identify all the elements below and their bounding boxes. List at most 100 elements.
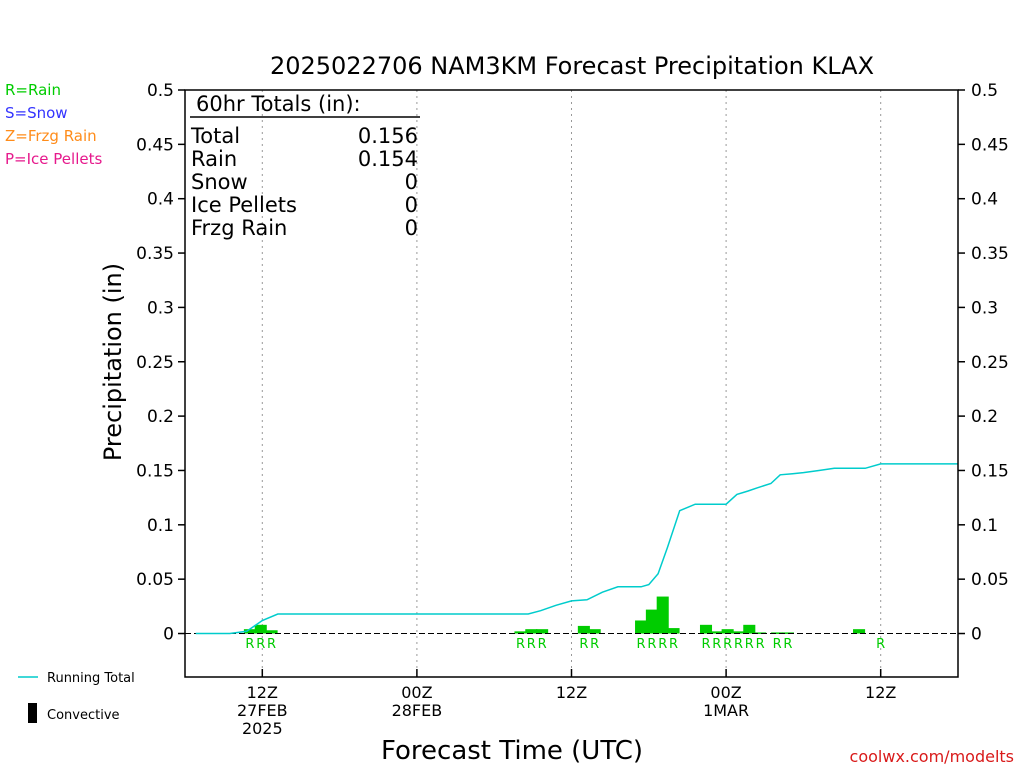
precip-type-legend: R=Rain S=Snow Z=Frzg Rain P=Ice Pellets (5, 81, 102, 168)
precip-type-label-15: R (734, 637, 743, 652)
ytick-label-right-3: 0.15 (971, 461, 1009, 481)
xtick-label-2-1: 12Z (556, 683, 587, 702)
precip-type-label-8: R (637, 637, 646, 652)
legend-ice-pellets: P=Ice Pellets (5, 150, 102, 168)
ytick-label-right-7: 0.35 (971, 244, 1009, 264)
legend-rain: R=Rain (5, 81, 61, 99)
ytick-label-right-2: 0.1 (971, 516, 998, 536)
precip-bar-8 (635, 620, 648, 634)
precip-bar-13 (710, 631, 723, 634)
precip-bar-17 (754, 632, 767, 634)
ytick-label-left-1: 0.05 (136, 570, 174, 590)
ytick-label-left-0: 0 (163, 625, 174, 645)
precip-bar-9 (645, 609, 658, 634)
chart-title: 2025022706 NAM3KM Forecast Precipitation… (270, 52, 874, 80)
precip-bar-7 (588, 629, 601, 634)
precip-bar-4 (525, 629, 538, 634)
precip-type-label-9: R (647, 637, 656, 652)
totals-value-snow: 0 (405, 170, 418, 194)
legend-freezing-rain: Z=Frzg Rain (5, 127, 97, 145)
legend-snow: S=Snow (5, 104, 68, 122)
precip-type-label-19: R (783, 637, 792, 652)
totals-box: 60hr Totals (in): Total 0.156 Rain 0.154… (190, 92, 420, 240)
xtick-label-3-1: 00Z (710, 683, 741, 702)
ytick-label-right-10: 0.5 (971, 81, 998, 101)
precip-type-label-18: R (773, 637, 782, 652)
ytick-label-left-9: 0.45 (136, 135, 174, 155)
ytick-label-right-5: 0.25 (971, 353, 1009, 373)
gridlines (261, 90, 882, 677)
ytick-label-right-6: 0.3 (971, 298, 998, 318)
precip-type-label-7: R (590, 637, 599, 652)
ytick-label-left-8: 0.4 (147, 190, 174, 210)
precip-bar-10 (656, 596, 669, 634)
precip-type-label-17: R (756, 637, 765, 652)
xtick-label-1-1: 00Z (401, 683, 432, 702)
precip-type-label-16: R (745, 637, 754, 652)
ytick-label-left-4: 0.2 (147, 407, 174, 427)
precip-type-label-20: R (876, 637, 885, 652)
ytick-label-right-4: 0.2 (971, 407, 998, 427)
totals-value-freezing-rain: 0 (405, 216, 418, 240)
y-axis-right: 0 0.05 0.1 0.15 0.2 0.25 0.3 0.35 0.4 0.45 0.5 (958, 81, 1009, 645)
y-axis-left: 0 0.05 0.1 0.15 0.2 0.25 0.3 0.35 0.4 0.45 0.5 (136, 81, 185, 645)
precip-type-label-6: R (579, 637, 588, 652)
precip-bar-1 (254, 624, 267, 634)
ytick-label-left-5: 0.25 (136, 353, 174, 373)
series-legend: Running Total Convective (18, 671, 135, 723)
precip-type-label-13: R (712, 637, 721, 652)
xtick-label-4-1: 12Z (865, 683, 896, 702)
ytick-label-left-2: 0.1 (147, 516, 174, 536)
ytick-label-right-0: 0 (971, 625, 982, 645)
xtick-label-1-2: 28FEB (392, 701, 443, 720)
precip-type-label-12: R (701, 637, 710, 652)
y-axis-label: Precipitation (in) (99, 263, 127, 461)
precip-bar-14 (721, 629, 734, 634)
totals-value-rain: 0.154 (358, 147, 418, 171)
ytick-label-left-6: 0.3 (147, 298, 174, 318)
totals-header: 60hr Totals (in): (196, 92, 361, 116)
precip-bar-2 (265, 630, 278, 634)
totals-label-freezing-rain: Frzg Rain (191, 216, 287, 240)
precip-bar-12 (699, 624, 713, 634)
totals-label-snow: Snow (191, 170, 248, 194)
xtick-label-0-1: 12Z (247, 683, 278, 702)
precip-type-label-5: R (538, 637, 547, 652)
running-total-line (195, 463, 958, 635)
precip-bar-5 (536, 629, 549, 634)
ytick-label-left-10: 0.5 (147, 81, 174, 101)
xtick-label-0-3: 2025 (242, 719, 283, 738)
precip-type-label-4: R (527, 637, 536, 652)
ytick-label-right-8: 0.4 (971, 190, 998, 210)
precip-type-label-2: R (267, 637, 276, 652)
precip-bar-0 (243, 629, 256, 634)
totals-label-rain: Rain (191, 147, 237, 171)
ytick-label-right-9: 0.45 (971, 135, 1009, 155)
convective-legend-label: Convective (47, 708, 120, 723)
precip-type-label-14: R (723, 637, 732, 652)
convective-legend-swatch (28, 703, 37, 723)
ytick-label-left-7: 0.35 (136, 244, 174, 264)
precip-bar-16 (743, 624, 756, 634)
ytick-label-right-1: 0.05 (971, 570, 1009, 590)
precip-bar-15 (732, 631, 745, 634)
precip-bar-19 (781, 632, 794, 634)
precip-bar-22 (853, 629, 866, 634)
xtick-label-0-2: 27FEB (237, 701, 288, 720)
totals-label-ice-pellets: Ice Pellets (191, 193, 297, 217)
precip-bar-3 (514, 631, 527, 634)
precip-type-label-1: R (256, 637, 265, 652)
precip-type-label-3: R (516, 637, 525, 652)
precip-bars (243, 596, 866, 634)
precip-bar-6 (577, 625, 590, 634)
precip-bar-18 (771, 632, 784, 634)
precip-bar-11 (667, 628, 680, 634)
totals-value-ice-pellets: 0 (405, 193, 418, 217)
running-total-legend-label: Running Total (47, 671, 135, 686)
totals-label-total: Total (190, 124, 240, 148)
precip-type-label-11: R (669, 637, 678, 652)
